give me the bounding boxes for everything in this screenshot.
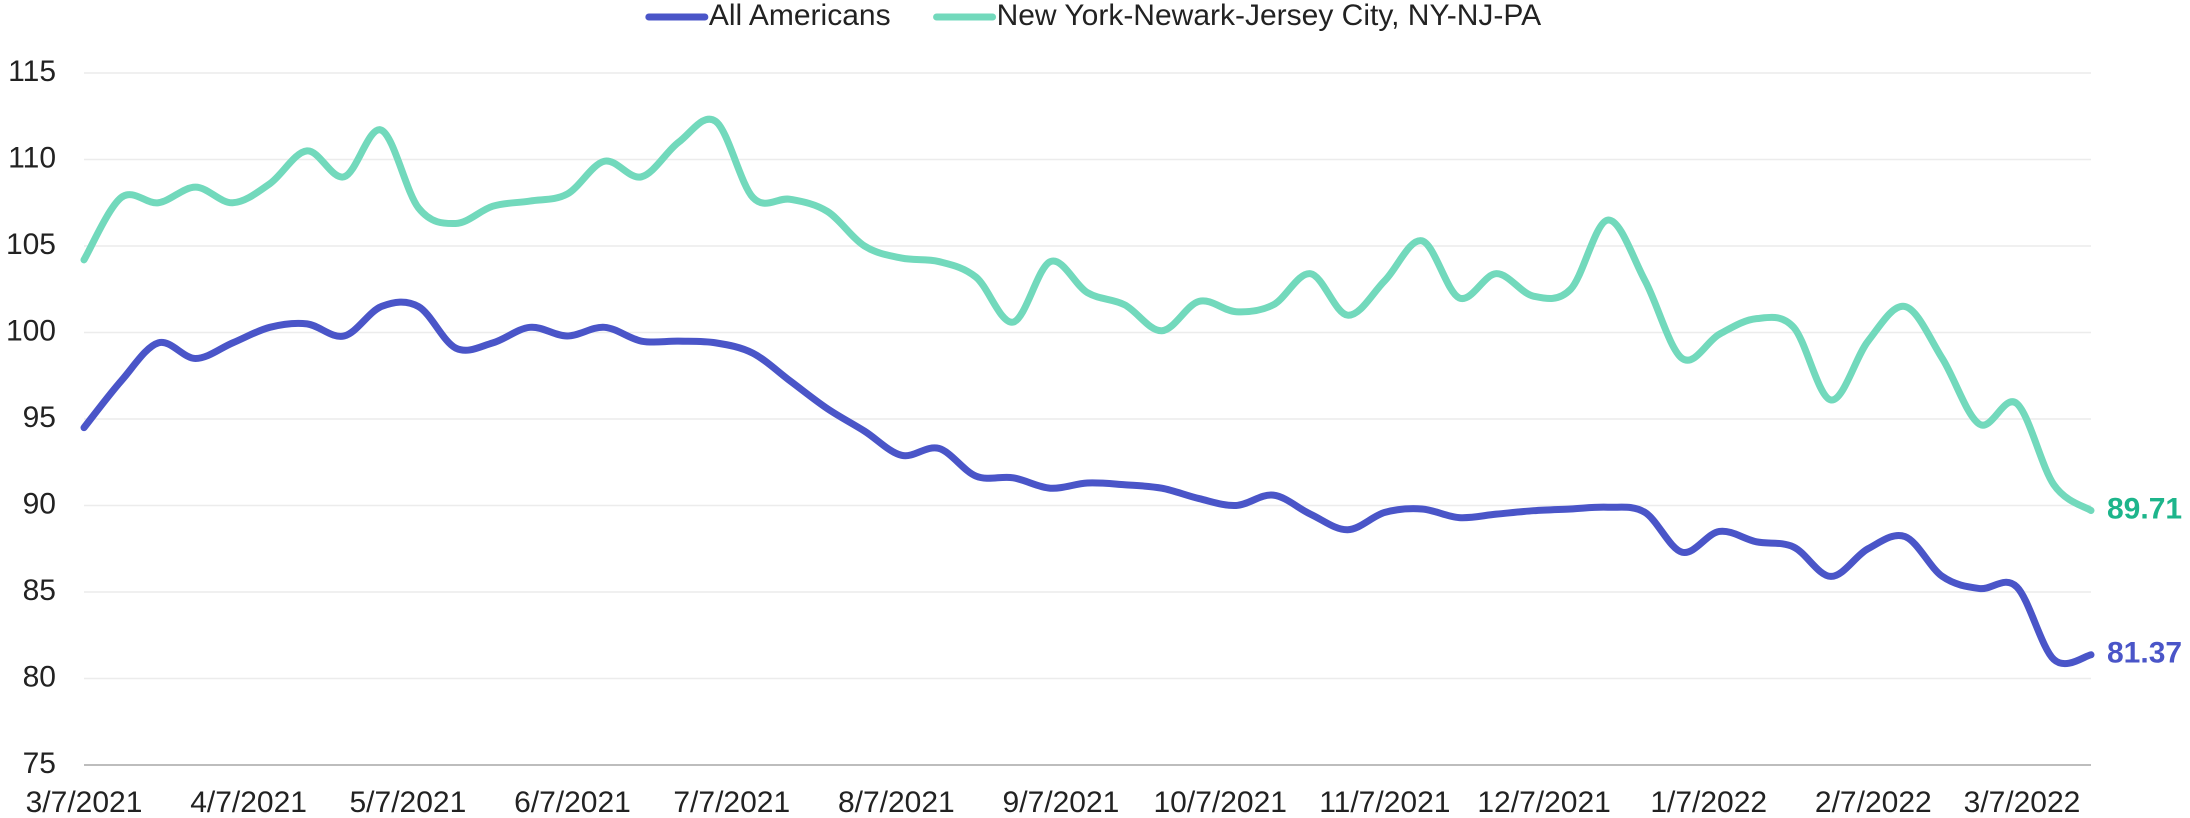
y-tick-label: 80 [23,660,56,693]
y-tick-label: 90 [23,487,56,520]
legend-item: New York-Newark-Jersey City, NY-NJ-PA [933,0,1542,32]
y-tick-label: 105 [6,228,56,261]
x-tick-label: 9/7/2021 [1003,786,1120,818]
y-tick-label: 95 [23,401,56,434]
legend-label: All Americans [709,0,891,32]
y-tick-label: 85 [23,574,56,607]
y-tick-label: 75 [23,747,56,780]
legend: All Americans New York-Newark-Jersey City… [645,0,1542,32]
legend-item: All Americans [645,0,891,32]
y-tick-label: 110 [8,141,56,174]
y-tick-label: 100 [6,314,56,347]
x-tick-label: 6/7/2021 [514,786,631,818]
x-tick-label: 1/7/2022 [1650,786,1767,818]
x-tick-label: 7/7/2021 [673,786,790,818]
x-tick-label: 10/7/2021 [1154,786,1287,818]
x-tick-label: 3/7/2022 [1964,786,2081,818]
end-label: 81.37 [2107,637,2182,670]
series-line [80,298,2095,668]
x-tick-label: 11/7/2021 [1319,786,1450,818]
x-tick-label: 3/7/2021 [26,786,143,818]
end-label: 89.71 [2107,492,2182,525]
x-tick-label: 8/7/2021 [838,786,955,818]
x-tick-label: 4/7/2021 [190,786,307,818]
x-tick-label: 5/7/2021 [349,786,466,818]
x-tick-label: 12/7/2021 [1477,786,1610,818]
series-line [80,115,2095,515]
legend-label: New York-Newark-Jersey City, NY-NJ-PA [997,0,1542,32]
y-tick-label: 115 [8,55,56,88]
x-tick-label: 2/7/2022 [1815,786,1932,818]
